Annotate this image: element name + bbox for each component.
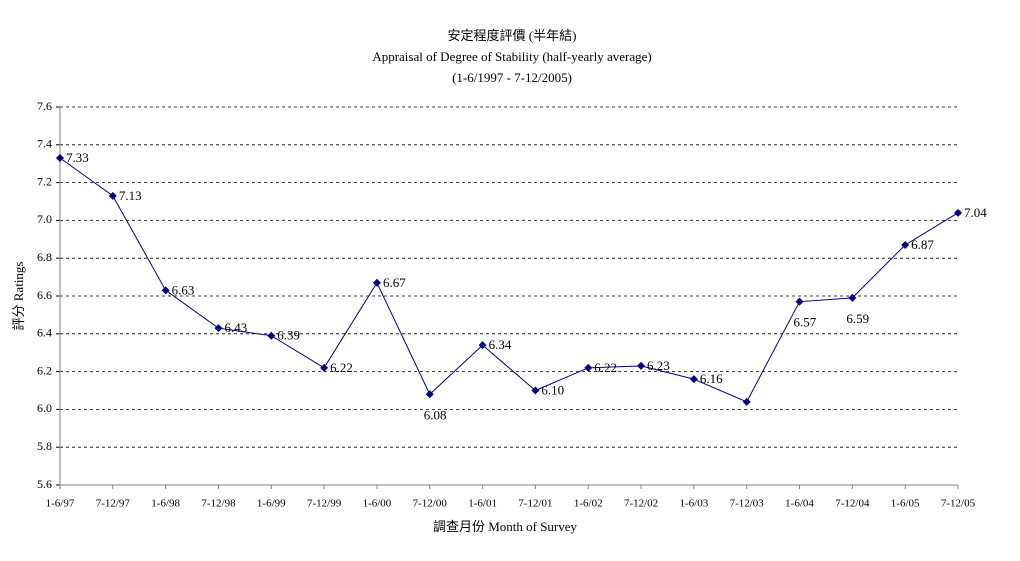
x-tick-label: 1-6/02 — [574, 498, 603, 510]
x-tick-label: 1-6/05 — [891, 498, 920, 510]
data-label: 6.57 — [794, 315, 817, 330]
data-label: 7.33 — [66, 150, 89, 165]
x-tick-label: 1-6/04 — [785, 498, 814, 510]
marker — [372, 278, 381, 287]
y-tick-label: 7.6 — [37, 99, 52, 113]
marker — [848, 293, 857, 302]
marker — [689, 375, 698, 384]
x-tick-label: 1-6/00 — [363, 498, 392, 510]
marker — [320, 363, 329, 372]
marker — [531, 386, 540, 395]
marker — [584, 363, 593, 372]
y-tick-label: 6.0 — [37, 401, 52, 415]
data-label: 6.87 — [911, 237, 934, 252]
y-tick-label: 5.8 — [37, 439, 52, 453]
y-tick-label: 7.0 — [37, 212, 52, 226]
y-tick-label: 7.2 — [37, 174, 52, 188]
x-tick-label: 7-12/05 — [941, 498, 976, 510]
line — [59, 157, 959, 403]
x-tick-label: 7-12/02 — [624, 498, 658, 510]
x-tick-label: 1-6/99 — [257, 498, 286, 510]
y-tick-label: 6.6 — [37, 288, 52, 302]
x-tick-label: 7-12/97 — [96, 498, 131, 510]
x-tick-label: 1-6/98 — [151, 498, 180, 510]
data-label: 6.08 — [424, 407, 447, 422]
x-tick-label: 7-12/99 — [307, 498, 342, 510]
data-label: 6.16 — [700, 371, 723, 386]
data-label: 6.63 — [172, 282, 195, 297]
data-label: 6.22 — [594, 360, 617, 375]
data-label: 6.34 — [489, 337, 512, 352]
y-axis-label: 評分 Ratings — [11, 262, 26, 331]
x-tick-label: 7-12/03 — [730, 498, 765, 510]
data-label: 6.59 — [846, 311, 869, 326]
x-tick-label: 7-12/98 — [201, 498, 236, 510]
x-axis-label: 調查月份 Month of Survey — [433, 519, 578, 534]
data-label: 6.67 — [383, 275, 406, 290]
marker — [425, 390, 434, 399]
data-label: 6.22 — [330, 360, 353, 375]
y-tick-label: 6.8 — [37, 250, 52, 264]
marker — [56, 154, 64, 163]
y-tick-label: 6.2 — [37, 363, 52, 377]
x-tick-label: 1-6/97 — [46, 498, 75, 510]
marker — [742, 397, 751, 406]
marker — [795, 297, 804, 306]
marker — [901, 240, 910, 249]
marker — [214, 324, 223, 333]
marker — [637, 361, 646, 370]
marker — [478, 341, 487, 350]
x-tick-label: 7-12/04 — [835, 498, 870, 510]
chart-subtitle: Appraisal of Degree of Stability (half-y… — [372, 49, 651, 64]
marker — [267, 331, 276, 340]
chart-subtitle: (1-6/1997 - 7-12/2005) — [452, 70, 572, 85]
data-label: 6.39 — [277, 328, 300, 343]
data-label: 7.13 — [119, 188, 142, 203]
data-label: 6.43 — [224, 320, 247, 335]
data-label: 6.10 — [541, 382, 564, 397]
data-label: 6.23 — [647, 358, 670, 373]
x-tick-label: 1-6/01 — [468, 498, 497, 510]
marker — [161, 286, 170, 295]
marker — [108, 191, 117, 200]
y-tick-label: 6.4 — [37, 326, 52, 340]
data-label: 7.04 — [964, 205, 987, 220]
y-tick-label: 5.6 — [37, 477, 52, 491]
x-tick-label: 1-6/03 — [680, 498, 709, 510]
y-tick-label: 7.4 — [37, 137, 52, 151]
x-tick-label: 7-12/01 — [518, 498, 552, 510]
chart-title: 安定程度評價 (半年結) — [448, 28, 577, 43]
x-tick-label: 7-12/00 — [413, 498, 448, 510]
marker — [954, 208, 962, 217]
